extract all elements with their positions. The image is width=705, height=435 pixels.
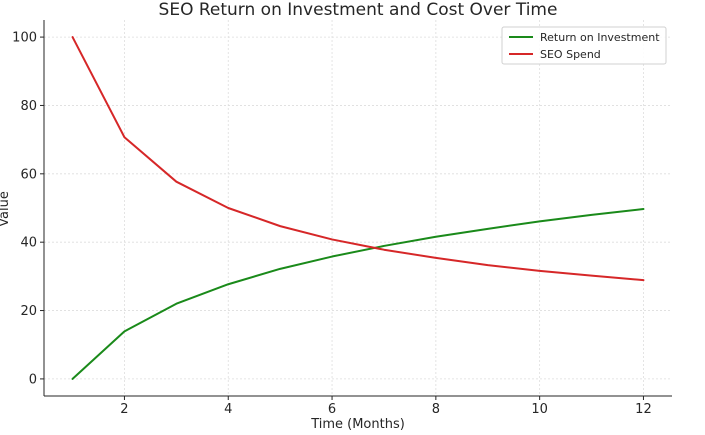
y-axis-label: Value bbox=[0, 191, 12, 227]
x-axis-label: Time (Months) bbox=[310, 417, 405, 432]
legend-label-roi: Return on Investment bbox=[540, 31, 660, 44]
x-tick-label: 2 bbox=[120, 402, 128, 417]
legend-label-seo-spend: SEO Spend bbox=[540, 48, 601, 61]
x-tick-label: 6 bbox=[328, 402, 336, 417]
y-ticks: 0 20 40 60 80 100 bbox=[12, 31, 44, 387]
y-tick-label: 60 bbox=[20, 167, 37, 182]
y-tick-label: 40 bbox=[20, 236, 37, 251]
y-tick-label: 0 bbox=[29, 372, 37, 387]
chart-title: SEO Return on Investment and Cost Over T… bbox=[159, 0, 558, 20]
x-tick-label: 4 bbox=[224, 402, 232, 417]
legend: Return on Investment SEO Spend bbox=[501, 26, 667, 65]
series-line-roi bbox=[71, 208, 645, 380]
series-line-seo-spend bbox=[71, 36, 645, 282]
axes bbox=[43, 20, 672, 397]
series-lines bbox=[71, 36, 645, 380]
y-tick-label: 20 bbox=[20, 304, 37, 319]
legend-box bbox=[501, 26, 667, 65]
x-tick-label: 10 bbox=[531, 402, 548, 417]
grid bbox=[44, 20, 672, 396]
y-tick-label: 100 bbox=[12, 31, 37, 46]
x-ticks: 2 4 6 8 10 12 bbox=[120, 396, 652, 417]
x-tick-label: 12 bbox=[635, 402, 652, 417]
x-tick-label: 8 bbox=[432, 402, 440, 417]
y-tick-label: 80 bbox=[20, 99, 37, 114]
